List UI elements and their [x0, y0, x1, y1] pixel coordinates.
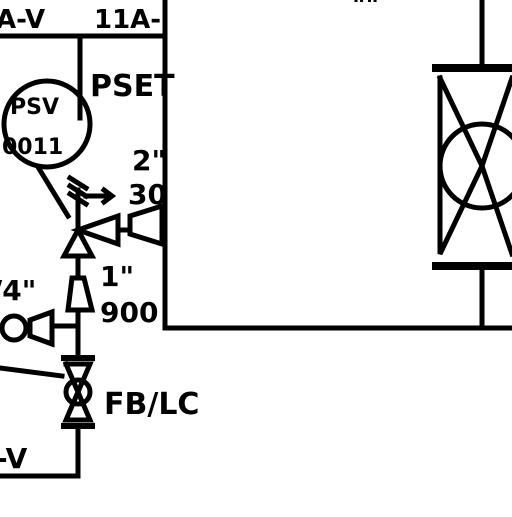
isolation-valve-icon	[61, 355, 95, 429]
outlet-size-label: 2"	[132, 144, 166, 177]
inlet-reducer-icon	[65, 253, 96, 313]
psv-number: 0011	[2, 135, 63, 160]
outlet-reducer-icon	[115, 202, 165, 248]
branch-valve-icon	[0, 308, 55, 348]
large-valve-icon	[432, 0, 512, 331]
line-label-top-mid: 11A-	[94, 5, 161, 35]
equipment-tag: PSET	[90, 69, 175, 104]
valve-note-label: FB/LC	[104, 387, 199, 422]
top-marks: ""	[352, 0, 379, 21]
inlet-size-label: 1"	[100, 260, 134, 293]
psv-leader-line	[34, 163, 72, 220]
line-label-bottom-left: -V	[0, 442, 28, 475]
inlet-rating-label: 900	[100, 296, 158, 329]
psv-tag: PSV	[10, 95, 59, 120]
outlet-rating-label: 30	[128, 178, 167, 211]
psv-valve-icon	[59, 174, 121, 259]
line-label-top-left: A-V	[0, 5, 45, 35]
branch-size-label: /4"	[0, 274, 36, 307]
valve-leader-line	[0, 365, 65, 379]
psv-balloon	[1, 78, 93, 170]
